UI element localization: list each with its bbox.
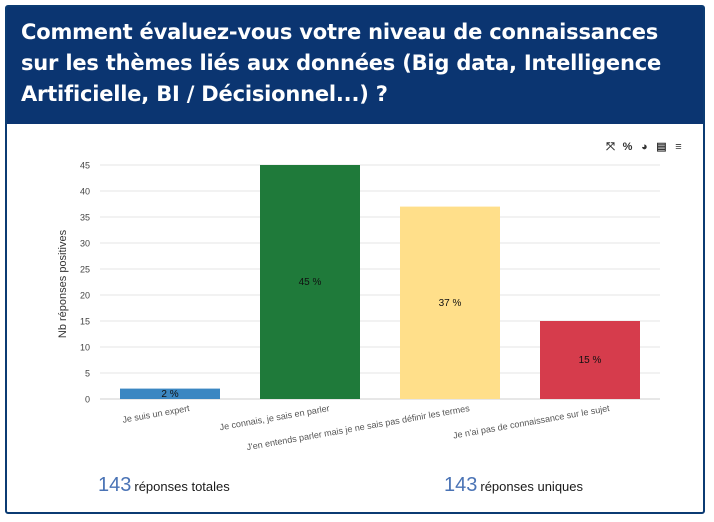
chart-toolbar: ⤧ % ◕ ▤ ≡: [605, 141, 684, 153]
database-icon[interactable]: ≡: [675, 141, 682, 153]
x-tick-label: Je connais, je sais en parler: [219, 403, 331, 432]
bar-data-label: 45 %: [299, 277, 322, 288]
bar-data-label: 15 %: [579, 355, 602, 366]
y-tick-label: 35: [80, 213, 90, 223]
y-tick-label: 25: [80, 265, 90, 275]
x-axis-ticks: Je suis un expert Je connais, je sais en …: [122, 403, 611, 452]
data-labels: 2 % 45 % 37 % 15 %: [161, 277, 601, 400]
bar[interactable]: [120, 388, 220, 399]
pie-chart-icon[interactable]: ◕: [641, 141, 648, 153]
percent-icon[interactable]: %: [622, 141, 633, 153]
question-card: Comment évaluez-vous votre niveau de con…: [5, 5, 705, 514]
bar[interactable]: [260, 165, 360, 399]
y-tick-label: 10: [80, 343, 90, 353]
x-tick-label: J'en entends parler mais je ne sais pas …: [246, 403, 471, 452]
y-tick-label: 15: [80, 317, 90, 327]
y-axis-label: Nb réponses positives: [57, 229, 69, 338]
bar-data-label: 2 %: [161, 389, 178, 400]
y-tick-label: 20: [80, 291, 90, 301]
total-responses-label: réponses totales: [134, 479, 230, 494]
bar-chart: 0 5 10 15 20 25 30 35 40 45 2 % 45 % 37 % 15 % Je su…: [57, 161, 660, 452]
question-title: Comment évaluez-vous votre niveau de con…: [21, 20, 662, 106]
bar[interactable]: [400, 206, 500, 399]
bars: [120, 165, 640, 399]
y-tick-label: 0: [85, 395, 90, 405]
x-tick-label: Je suis un expert: [122, 403, 191, 425]
y-tick-label: 40: [80, 187, 90, 197]
expand-icon[interactable]: ⤧: [606, 141, 615, 153]
total-responses: 143 réponses totales: [98, 474, 230, 497]
export-pdf-icon[interactable]: ▤: [656, 141, 667, 153]
y-tick-label: 45: [80, 161, 90, 171]
y-tick-label: 30: [80, 239, 90, 249]
y-tick-label: 5: [85, 369, 90, 379]
y-axis-ticks: 0 5 10 15 20 25 30 35 40 45: [80, 161, 90, 405]
unique-responses: 143 réponses uniques: [444, 474, 583, 497]
unique-responses-label: réponses uniques: [480, 479, 584, 494]
bar[interactable]: [540, 321, 640, 399]
total-responses-count: 143: [98, 474, 132, 496]
unique-responses-count: 143: [444, 474, 478, 496]
bar-data-label: 37 %: [439, 298, 462, 309]
x-tick-label: Je n'ai pas de connaissance sur le sujet: [452, 403, 611, 441]
question-header: Comment évaluez-vous votre niveau de con…: [7, 7, 703, 124]
